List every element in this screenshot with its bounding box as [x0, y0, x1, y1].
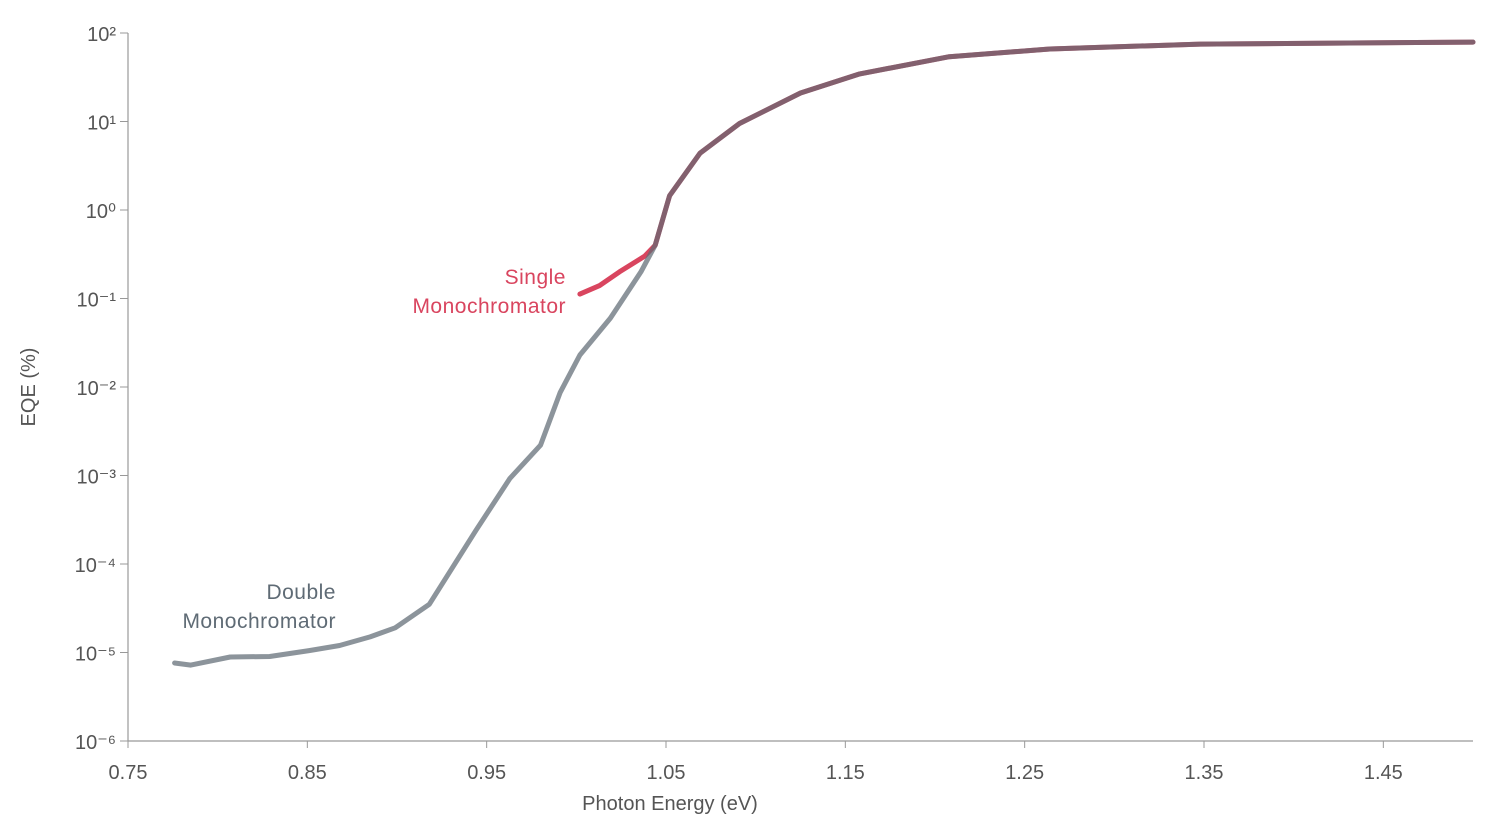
x-tick-label: 0.85 [288, 762, 327, 784]
y-tick-label: 10⁻⁵ [75, 644, 116, 666]
y-tick-label: 10² [87, 24, 116, 46]
x-tick-label: 1.15 [826, 762, 865, 784]
x-tick-label: 0.95 [467, 762, 506, 784]
x-tick-label: 0.75 [109, 762, 148, 784]
series-label: Single Monochromator [412, 266, 566, 318]
x-tick-label: 1.35 [1185, 762, 1224, 784]
y-tick-label: 10¹ [87, 113, 116, 135]
y-tick-label: 10⁻⁴ [75, 555, 116, 577]
y-axis-title: EQE (%) [18, 348, 40, 427]
x-tick-label: 1.45 [1364, 762, 1403, 784]
x-axis-title: Photon Energy (eV) [582, 793, 758, 815]
series-line [172, 39, 1476, 668]
y-tick-label: 10⁰ [86, 201, 116, 223]
series-label: Double Monochromator [182, 581, 336, 633]
y-tick-label: 10⁻⁶ [75, 732, 116, 754]
series-line [577, 39, 1476, 297]
y-tick-label: 10⁻³ [77, 467, 117, 489]
y-tick-label: 10⁻² [77, 378, 117, 400]
x-tick-label: 1.25 [1005, 762, 1044, 784]
x-tick-label: 1.05 [647, 762, 686, 784]
y-tick-label: 10⁻¹ [77, 290, 117, 312]
